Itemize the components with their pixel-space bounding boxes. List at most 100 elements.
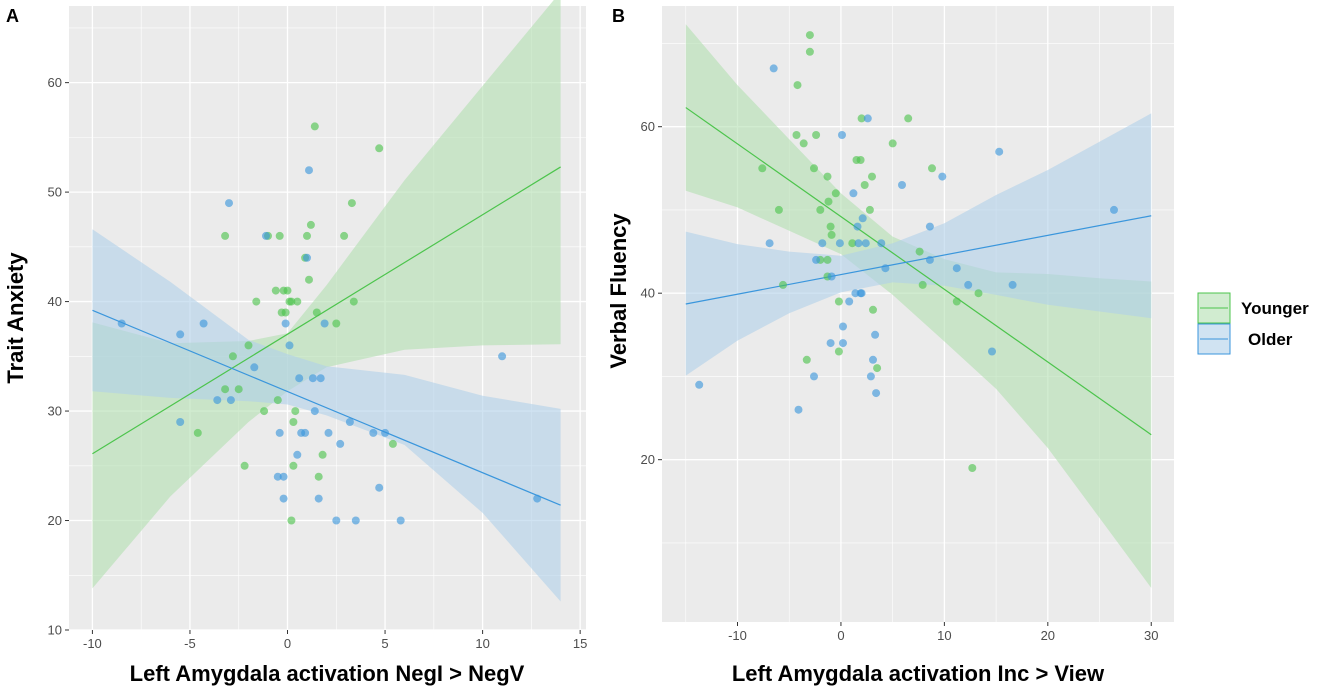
fit-line-younger [92,166,561,455]
point-younger [332,319,341,328]
point-older [839,322,847,331]
fit-line-older [685,215,1152,305]
x-tick-label: -5 [184,636,196,651]
point-older [1008,280,1017,289]
point-older [695,380,704,389]
point-older [285,341,294,350]
point-younger [252,297,261,306]
legend-label-younger: Younger [1241,299,1309,318]
point-older [199,319,208,328]
point-older [336,439,345,448]
point-younger [314,472,323,481]
point-younger [904,114,913,123]
point-younger [318,450,327,459]
point-older [176,330,185,339]
point-younger [240,461,249,470]
point-younger [283,286,292,295]
point-older [324,428,333,437]
point-younger [823,172,832,181]
y-tick-label: 20 [641,452,655,467]
point-older [225,199,233,208]
point-younger [774,205,783,214]
point-older [310,407,319,416]
points-a [117,122,542,525]
fit-lines-a [92,166,561,506]
point-older [396,516,405,525]
point-older [964,280,973,289]
y-tick-label: 20 [48,513,62,528]
point-younger [810,164,818,173]
point-older [858,214,867,223]
point-younger [918,280,927,289]
axis-ticks-a: -10 -5 0 5 10 15 10 20 30 40 50 60 [48,75,588,651]
confidence-bands-b [685,24,1152,588]
point-younger [827,230,836,239]
confidence-bands-a [92,0,561,602]
point-younger [310,122,319,131]
x-tick-label: 10 [937,628,951,643]
y-axis-title-a: Trait Anxiety [3,252,28,384]
point-younger [271,286,280,295]
point-younger [793,81,802,90]
point-younger [234,385,243,394]
x-axis-title-b: Left Amygdala activation Inc > View [732,661,1105,686]
point-older [293,450,302,459]
point-older [988,347,996,356]
point-younger [869,305,877,314]
y-tick-label: 60 [48,75,62,90]
point-older [995,147,1004,156]
panel-b: -10 0 10 20 30 20 40 60 B Left Amygdala activat… [606,6,1174,686]
point-younger [831,189,840,198]
point-younger [888,139,897,148]
point-older [818,239,827,248]
y-tick-label: 10 [48,623,62,638]
point-older [869,355,877,364]
point-younger [758,164,767,173]
point-older [279,472,288,481]
point-younger [244,341,253,350]
point-older [1110,205,1118,214]
point-older [381,428,390,437]
x-tick-label: -10 [83,636,102,651]
point-older [863,114,872,123]
confidence-band-older [92,229,561,602]
point-younger [834,347,843,356]
confidence-band-older [685,113,1152,376]
x-tick-label: 30 [1144,628,1158,643]
point-older [849,189,858,198]
point-younger [312,308,321,317]
point-older [320,319,329,328]
point-older [871,330,880,339]
point-older [279,494,288,503]
point-older [332,516,341,525]
point-younger [289,461,298,470]
point-younger [221,385,230,394]
point-younger [915,247,924,256]
x-axis-title-a: Left Amygdala activation NegI > NegV [130,661,525,686]
x-tick-label: -10 [728,628,747,643]
point-younger [193,428,202,437]
point-older [872,389,881,398]
point-younger [293,297,302,306]
point-younger [952,297,961,306]
x-tick-label: 0 [284,636,291,651]
point-older [898,181,906,189]
point-older [861,239,870,248]
point-younger [305,275,313,284]
point-younger [816,205,825,214]
legend: Younger Older [1197,292,1309,355]
point-younger [792,131,801,139]
point-younger [823,255,832,264]
point-older [533,494,542,503]
point-younger [291,407,300,416]
point-younger [287,516,296,525]
point-older [881,264,890,273]
point-older [250,363,259,372]
point-younger [281,308,290,317]
point-younger [228,352,237,361]
y-tick-label: 40 [48,294,62,309]
point-younger [802,355,811,364]
point-older [839,339,847,348]
point-younger [779,280,787,289]
point-older [853,222,862,231]
